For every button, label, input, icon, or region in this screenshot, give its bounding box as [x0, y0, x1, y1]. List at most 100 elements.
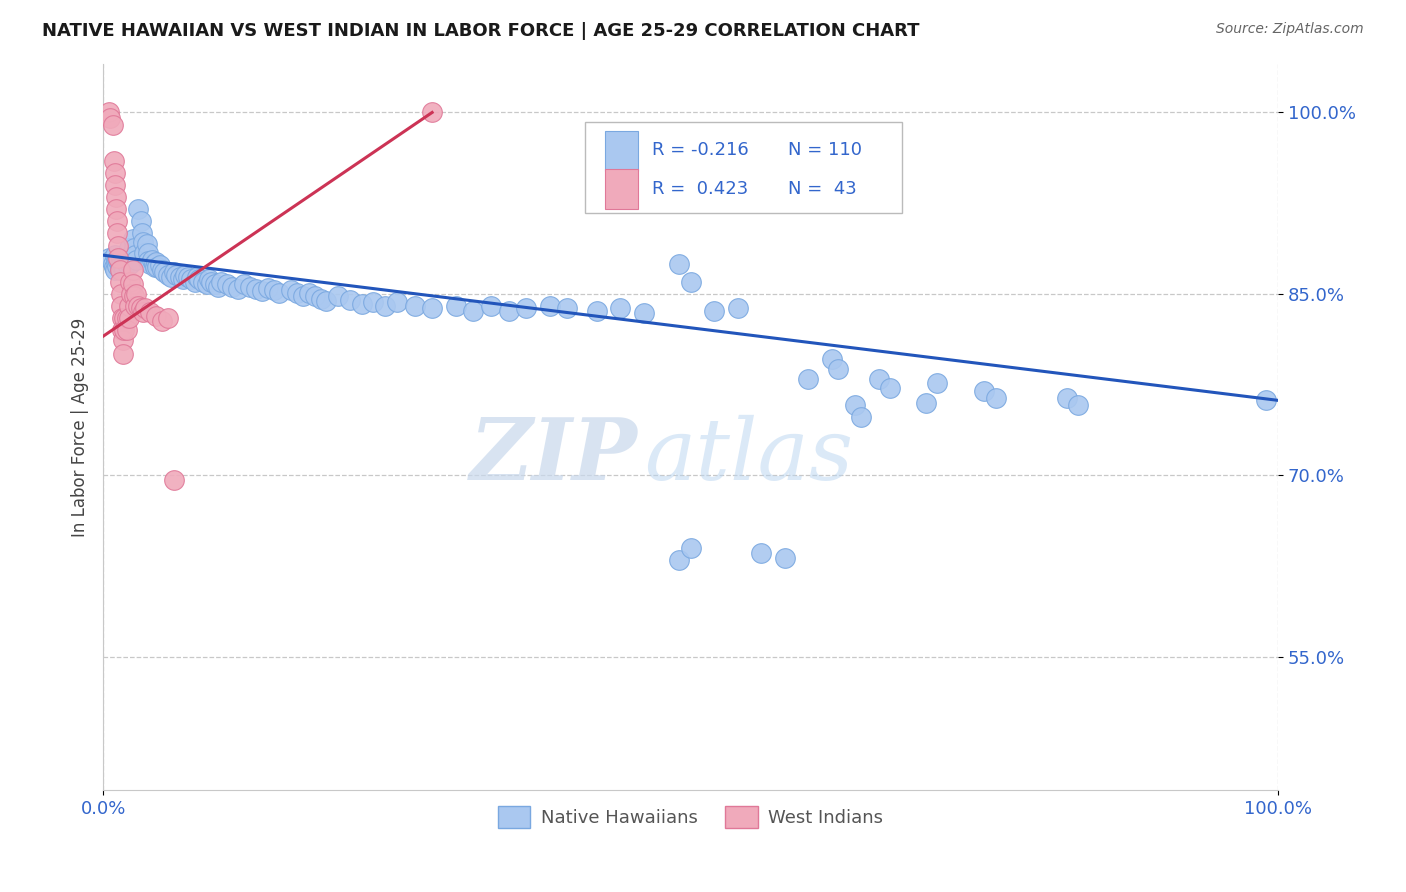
Text: N =  43: N = 43	[789, 179, 856, 198]
Point	[101, 118, 124, 132]
Point	[118, 251, 141, 265]
Point	[127, 202, 149, 217]
Point	[703, 303, 725, 318]
Point	[150, 262, 173, 277]
Point	[111, 323, 134, 337]
Point	[139, 257, 162, 271]
Point	[112, 254, 135, 268]
Point	[879, 381, 901, 395]
Point	[538, 299, 561, 313]
Point	[108, 257, 131, 271]
Point	[668, 553, 690, 567]
Point	[868, 371, 890, 385]
Point	[134, 245, 156, 260]
Point	[339, 293, 361, 307]
Point	[132, 305, 155, 319]
Point	[143, 260, 166, 275]
Point	[127, 299, 149, 313]
Bar	[605, 169, 638, 209]
Point	[269, 285, 291, 300]
Point	[169, 270, 191, 285]
Point	[350, 296, 373, 310]
Point	[118, 311, 141, 326]
Point	[188, 272, 211, 286]
Point	[110, 253, 132, 268]
Point	[156, 311, 179, 326]
Point	[120, 248, 142, 262]
Point	[209, 275, 232, 289]
Point	[609, 301, 631, 316]
Point	[129, 214, 152, 228]
Point	[385, 295, 408, 310]
Point	[156, 268, 179, 282]
Point	[120, 257, 142, 271]
Point	[111, 255, 134, 269]
Point	[263, 283, 285, 297]
Point	[125, 253, 148, 268]
Point	[326, 289, 349, 303]
Point	[215, 277, 238, 292]
Point	[162, 265, 184, 279]
Point	[141, 253, 163, 268]
Point	[250, 285, 273, 299]
Point	[479, 299, 502, 313]
Point	[111, 311, 134, 326]
Point	[186, 270, 208, 285]
Point	[110, 287, 132, 301]
Point	[749, 546, 772, 560]
Point	[226, 282, 249, 296]
Point	[110, 299, 132, 313]
Point	[515, 301, 537, 316]
Point	[146, 260, 169, 275]
Point	[142, 257, 165, 271]
Point	[298, 285, 321, 300]
Point	[927, 376, 949, 391]
Point	[797, 371, 820, 385]
Y-axis label: In Labor Force | Age 25-29: In Labor Force | Age 25-29	[72, 318, 89, 537]
Point	[180, 272, 202, 286]
Point	[104, 166, 127, 180]
Point	[103, 260, 125, 275]
Point	[122, 241, 145, 255]
Point	[122, 289, 145, 303]
Point	[679, 541, 702, 555]
Point	[105, 190, 128, 204]
Point	[177, 270, 200, 285]
Point	[101, 257, 124, 271]
Point	[679, 275, 702, 289]
Point	[124, 299, 146, 313]
Text: Source: ZipAtlas.com: Source: ZipAtlas.com	[1216, 22, 1364, 37]
Point	[820, 352, 842, 367]
Point	[198, 272, 221, 286]
Text: R =  0.423: R = 0.423	[652, 179, 748, 198]
Point	[132, 235, 155, 249]
Point	[107, 251, 129, 265]
Point	[633, 306, 655, 320]
Text: N = 110: N = 110	[789, 141, 862, 160]
Point	[118, 241, 141, 255]
Point	[118, 299, 141, 313]
Point	[105, 214, 128, 228]
Point	[420, 105, 443, 120]
Point	[195, 277, 218, 292]
Point	[1067, 398, 1090, 412]
Point	[148, 258, 170, 272]
Point	[309, 292, 332, 306]
Point	[444, 299, 467, 313]
Point	[108, 261, 131, 276]
Point	[112, 323, 135, 337]
Point	[207, 279, 229, 293]
Point	[112, 311, 135, 326]
Point	[98, 112, 121, 126]
Point	[107, 238, 129, 252]
Point	[105, 227, 128, 241]
Point	[104, 248, 127, 262]
Point	[245, 282, 267, 296]
Text: atlas: atlas	[644, 415, 853, 498]
Point	[100, 253, 122, 268]
Point	[174, 268, 197, 282]
Point	[463, 303, 485, 318]
Point	[1256, 393, 1278, 408]
Point	[191, 275, 214, 289]
Point	[129, 301, 152, 316]
